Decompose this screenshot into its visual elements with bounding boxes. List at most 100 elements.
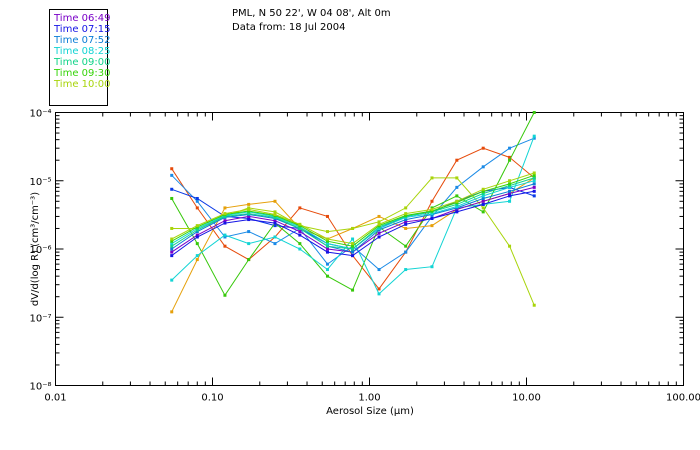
extra-series-1-point [532,136,536,140]
series-4-point [508,184,512,188]
axis-ticks: 0.01 0.10 1.00 10.00 100.00 10⁻⁸ 10⁻⁷ 10⁻⁶ 10⁻⁵ 1… [29,109,700,404]
extra-series-6-point [351,237,355,241]
x-tick-label: 1.00 [358,393,380,404]
series-5-point [325,239,329,243]
series-4-point [247,212,251,216]
y-tick-label: 10⁻⁶ [29,245,51,256]
series-1-point [508,194,512,198]
extra-series-3-point [430,206,434,210]
extra-series-3-point [508,158,512,162]
series-0-point [195,233,199,237]
x-tick-label: 100.00 [666,393,700,404]
extra-series-3-point [481,210,485,214]
series-1-point [325,250,329,254]
series-2-point [481,196,485,200]
extra-series-6-point [273,235,277,239]
extra-series-0-point [170,167,174,171]
series-3-point [455,204,459,208]
series-1-point [351,254,355,258]
series-6-point [298,222,302,226]
extra-series-5-point [404,206,408,210]
series-5-point [351,244,355,248]
extra-series-4-point [223,206,227,210]
series-0-point [170,250,174,254]
series-3-point [170,242,174,246]
extra-series-3-point [351,288,355,292]
x-axis-label: Aerosol Size (µm) [326,406,414,417]
series-5-point [170,239,174,243]
extra-series-0-point [508,155,512,159]
extra-series-1-point [170,173,174,177]
extra-series-1-point [273,242,277,246]
series-1-point [481,202,485,206]
series-0-point [532,185,536,189]
extra-series-2-point [195,196,199,200]
series-2-point [170,247,174,251]
extra-series-2-point [273,224,277,228]
series-4-point [325,244,329,248]
extra-series-4-point [195,258,199,262]
series-1-point [377,235,381,239]
extra-series-4-point [377,214,381,218]
extra-series-3-point [325,274,329,278]
extra-series-5-point [377,220,381,224]
legend-entry: Time 07:15 [53,24,110,35]
series-2-point [532,182,536,186]
extra-series-6-point [508,199,512,203]
series-1-point [532,189,536,193]
extra-series-4-point [273,199,277,203]
extra-series-4-point [430,224,434,228]
extra-series-0-point [298,206,302,210]
series-group [170,111,536,314]
series-0-point [223,219,227,223]
extra-series-4-point [247,202,251,206]
series-2-point [508,189,512,193]
extra-series-0-point [455,158,459,162]
legend-entry: Time 09:00 [53,57,110,68]
extra-series-2-point [170,187,174,191]
chart-subtitle: Data from: 18 Jul 2004 [232,22,345,33]
legend-entry: Time 10:00 [53,79,110,90]
series-1-point [455,210,459,214]
extra-series-4-point [170,310,174,314]
series-5-point [481,189,485,193]
series-1-point [273,221,277,225]
extra-series-6-point [377,292,381,296]
series-2-point [351,250,355,254]
series-6-point [404,212,408,216]
extra-series-5-point [430,176,434,180]
extra-series-6-point [195,254,199,258]
extra-series-5-point [170,226,174,230]
series-5-point [532,173,536,177]
series-4-point [223,214,227,218]
extra-series-5-point [455,176,459,180]
series-1-point [430,216,434,220]
series-4-point [195,228,199,232]
series-4-point [170,244,174,248]
y-tick-label: 10⁻⁵ [29,177,51,188]
extra-series-3-point [532,111,536,114]
series-6-point [351,242,355,246]
x-tick-label: 0.01 [44,393,66,404]
series-1-point [404,222,408,226]
series-5-point [404,213,408,217]
series-6-point [430,207,434,211]
extra-series-6-point [430,265,434,269]
series-4-point [455,202,459,206]
series-4-point [532,176,536,180]
extra-series-1-point [430,214,434,218]
extra-series-1-point [455,185,459,189]
series-4-point [481,192,485,196]
legend-entry: Time 07:52 [53,35,110,46]
extra-series-5-point [273,210,277,214]
series-3-point [325,242,329,246]
series-6-point [325,237,329,241]
extra-series-0-point [195,206,199,210]
x-tick-label: 0.10 [201,393,223,404]
extra-series-0-point [377,287,381,291]
extra-series-6-point [532,134,536,138]
series-6-point [195,224,199,228]
series-0-point [377,231,381,235]
